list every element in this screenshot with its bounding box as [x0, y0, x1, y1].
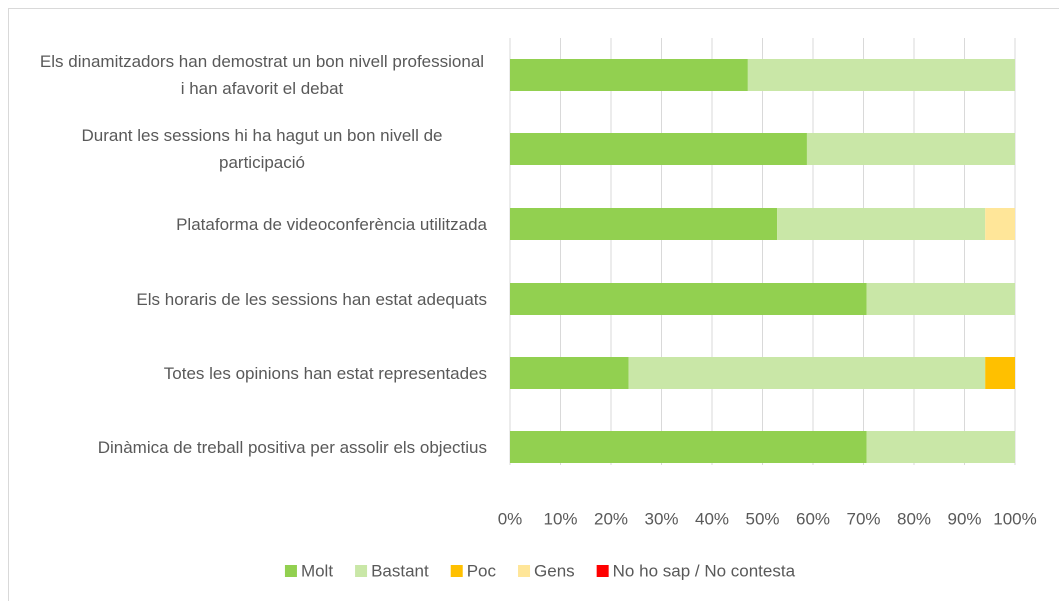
bar-segment [510, 59, 748, 91]
x-tick-label: 40% [695, 509, 729, 528]
x-tick-label: 60% [796, 509, 830, 528]
bar-segment [866, 431, 1015, 463]
y-tick-label: Totes les opinions han estat representad… [163, 363, 487, 383]
x-tick-label: 30% [644, 509, 678, 528]
legend-label: Gens [534, 561, 575, 580]
legend-swatch [518, 565, 531, 577]
legend-swatch [596, 565, 609, 577]
y-tick-label-box: Totes les opinions han estat representad… [20, 343, 487, 403]
x-tick-label: 90% [947, 509, 981, 528]
x-tick-label: 20% [594, 509, 628, 528]
y-tick-label: Durant les sessions hi ha hagut un bon n… [81, 126, 443, 172]
bar-segment [510, 283, 867, 315]
legend-label: Bastant [371, 561, 429, 580]
bar-segment [777, 208, 986, 240]
bar-segment [985, 357, 1015, 389]
y-tick-label-box: Els dinamitzadors han demostrat un bon n… [20, 45, 487, 105]
x-tick-label: 0% [498, 509, 523, 528]
legend-swatch [355, 565, 368, 577]
x-tick-label: 10% [543, 509, 577, 528]
legend-label: Molt [301, 561, 333, 580]
y-tick-label: Plataforma de videoconferència utilitzad… [176, 214, 487, 234]
y-tick-label-box: Plataforma de videoconferència utilitzad… [20, 194, 487, 254]
y-tick-label: Els dinamitzadors han demostrat un bon n… [39, 52, 485, 98]
bar-segment [510, 208, 778, 240]
x-tick-label: 100% [993, 509, 1036, 528]
legend-swatch [450, 565, 463, 577]
x-tick-label: 50% [745, 509, 779, 528]
chart-frame [8, 8, 1059, 601]
legend-swatch [284, 565, 297, 577]
bar-segment [806, 133, 1015, 165]
y-tick-label: Dinàmica de treball positiva per assolir… [97, 437, 487, 457]
bar-segment [510, 431, 867, 463]
legend-label: No ho sap / No contesta [613, 561, 796, 580]
x-tick-label: 70% [846, 509, 880, 528]
bar-segment [866, 283, 1015, 315]
bar-segment [510, 357, 629, 389]
legend-label: Poc [467, 561, 497, 580]
y-tick-label-box: Els horaris de les sessions han estat ad… [20, 269, 487, 329]
y-tick-label-box: Durant les sessions hi ha hagut un bon n… [20, 119, 487, 179]
x-tick-label: 80% [897, 509, 931, 528]
bar-segment [510, 133, 807, 165]
bar-segment [985, 208, 1015, 240]
bar-segment [628, 357, 986, 389]
y-tick-label: Els horaris de les sessions han estat ad… [136, 289, 487, 309]
bar-segment [747, 59, 1015, 91]
y-tick-label-box: Dinàmica de treball positiva per assolir… [20, 417, 487, 477]
